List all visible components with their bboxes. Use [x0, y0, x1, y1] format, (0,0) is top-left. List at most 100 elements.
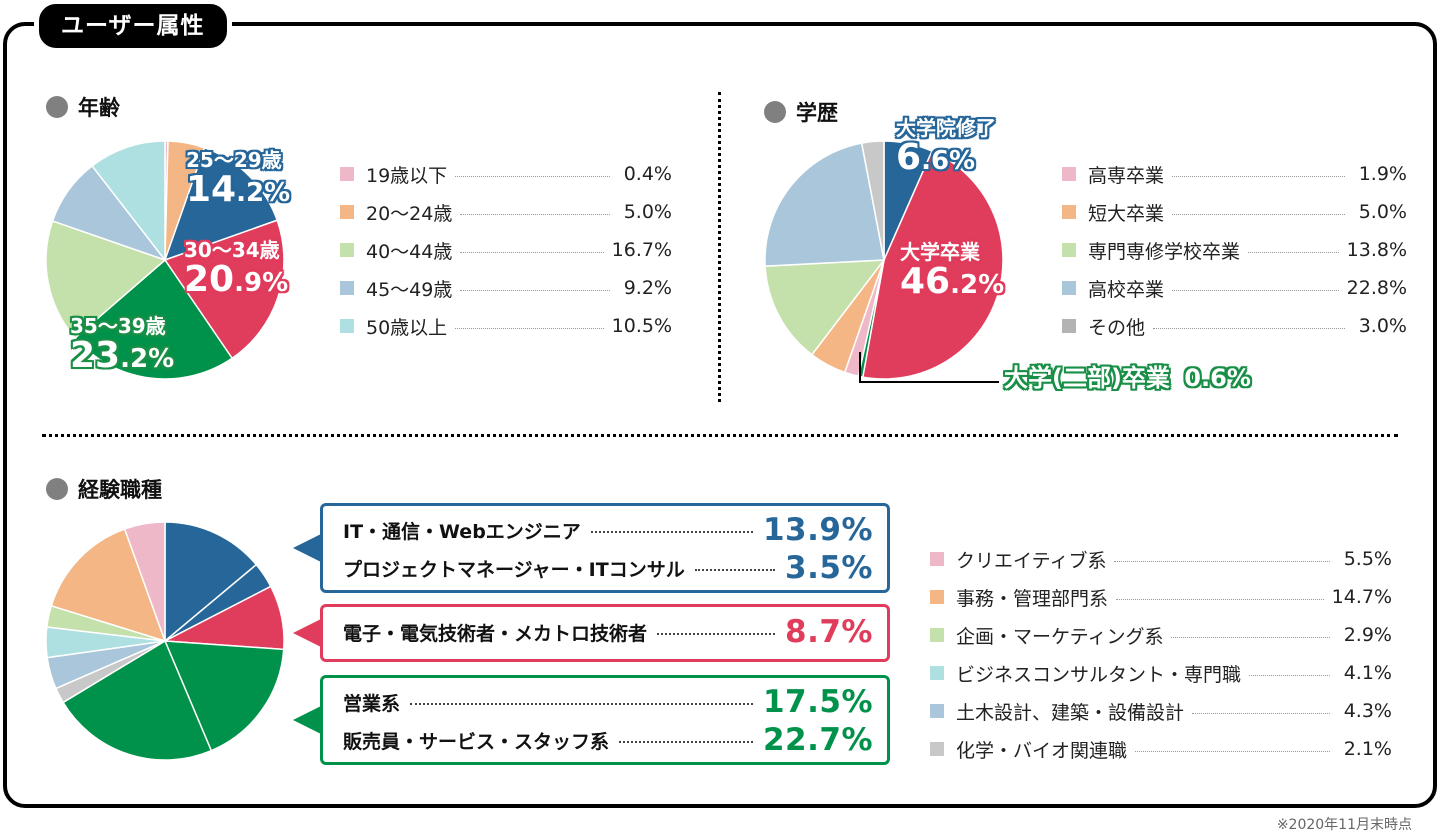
legend-value: 13.8%: [1346, 239, 1407, 261]
age-label-25-29: 25〜29歳 14.2%: [186, 150, 290, 209]
callout-arrow: [293, 534, 321, 562]
education-section-title: 学歴: [764, 97, 838, 127]
callout-row: プロジェクトマネージャー・ITコンサル 3.5%: [343, 549, 873, 587]
legend-leader-dots: [1249, 674, 1330, 676]
legend-label: 短大卒業: [1088, 202, 1165, 225]
callout-arrow: [293, 706, 321, 734]
legend-value: 9.2%: [623, 277, 672, 299]
callout-arrow: [293, 619, 321, 647]
legend-label: クリエイティブ系: [956, 549, 1107, 572]
legend-label: 高校卒業: [1088, 278, 1165, 301]
callout-label: 販売員・サービス・スタッフ系: [343, 730, 610, 753]
age-slice-4: [74, 258, 234, 380]
callout-value: 3.5%: [785, 550, 873, 586]
job-legend-item: クリエイティブ系 5.5%: [930, 540, 1392, 578]
edu-label-graduate-dec: .6%: [921, 146, 976, 176]
legend-label: 45〜49歳: [366, 278, 453, 301]
legend-leader-dots: [1116, 598, 1324, 600]
age-label-30-34-dec: .9%: [234, 268, 289, 298]
legend-value: 10.5%: [611, 315, 672, 337]
legend-label: 50歳以上: [366, 316, 448, 339]
education-pie-chart: [764, 140, 1004, 380]
callout-it: IT・通信・Webエンジニア 13.9% プロジェクトマネージャー・ITコンサル…: [293, 503, 890, 593]
age-label-25-29-dec: .2%: [236, 178, 291, 208]
job-slice-3: [163, 640, 285, 752]
callout-row: IT・通信・Webエンジニア 13.9%: [343, 511, 873, 549]
legend-value: 0.4%: [623, 163, 672, 185]
callout-label: IT・通信・Webエンジニア: [343, 520, 581, 543]
bullet-icon: [46, 478, 68, 500]
legend-leader-dots: [1172, 213, 1345, 215]
legend-leader-dots: [1153, 327, 1345, 329]
legend-leader-dots: [460, 289, 610, 291]
age-section-title: 年齢: [46, 92, 120, 122]
callout-value: 8.7%: [785, 614, 873, 650]
age-label-25-29-text: 25〜29歳: [186, 148, 282, 172]
edu-legend-item: 短大卒業 5.0%: [1062, 193, 1407, 231]
job-legend-item: 化学・バイオ関連職 2.1%: [930, 730, 1392, 768]
legend-label: 化学・バイオ関連職: [956, 739, 1128, 762]
legend-leader-dots: [1135, 750, 1330, 752]
edu-night-leader-line: [859, 352, 999, 383]
legend-value: 2.1%: [1343, 738, 1392, 760]
callout-label: 営業系: [343, 692, 401, 715]
edu-label-graduate: 大学院修了 6.6%: [896, 118, 996, 177]
legend-value: 5.0%: [623, 201, 672, 223]
legend-value: 5.5%: [1343, 548, 1392, 570]
age-label-30-34-text: 30〜34歳: [184, 238, 280, 262]
callout-label: プロジェクトマネージャー・ITコンサル: [343, 558, 685, 581]
legend-swatch: [930, 666, 944, 680]
callout-value: 17.5%: [762, 684, 873, 720]
age-label-35-39: 35〜39歳 23.2%: [70, 316, 174, 375]
edu-label-graduate-text: 大学院修了: [896, 116, 996, 140]
edu-slice-7: [860, 140, 885, 261]
legend-swatch: [1062, 281, 1076, 295]
job-legend: クリエイティブ系 5.5% 事務・管理部門系 14.7% 企画・マーケティング系 2.9%…: [930, 540, 1392, 768]
callout-value: 13.9%: [762, 512, 873, 548]
legend-leader-dots: [1192, 712, 1330, 714]
legend-swatch: [930, 552, 944, 566]
edu-legend-item: 専門専修学校卒業 13.8%: [1062, 231, 1407, 269]
callout-label: 電子・電気技術者・メカトロ技術者: [343, 622, 648, 645]
age-label-30-34: 30〜34歳 20.9%: [184, 240, 288, 299]
job-legend-item: 土木設計、建築・設備設計 4.3%: [930, 692, 1392, 730]
legend-leader-dots: [455, 175, 610, 177]
legend-value: 16.7%: [611, 239, 672, 261]
legend-swatch: [340, 281, 354, 295]
legend-value: 22.8%: [1346, 277, 1407, 299]
legend-swatch: [1062, 205, 1076, 219]
callout-row: 電子・電気技術者・メカトロ技術者 8.7%: [343, 613, 873, 651]
legend-swatch: [340, 243, 354, 257]
legend-swatch: [930, 704, 944, 718]
legend-leader-dots: [1114, 560, 1330, 562]
footnote: ※2020年11月末時点: [1276, 817, 1412, 833]
edu-label-university-dec: .2%: [950, 270, 1005, 300]
age-label-30-34-int: 20: [184, 259, 235, 300]
edu-label-night-text: 大学(二部)卒業: [1004, 364, 1170, 392]
callout-sales: 営業系 17.5% 販売員・サービス・スタッフ系 22.7%: [293, 675, 890, 765]
legend-label: その他: [1088, 316, 1146, 339]
age-slice-7: [91, 140, 166, 263]
job-title-text: 経験職種: [78, 478, 162, 502]
legend-leader-dots: [1248, 251, 1339, 253]
legend-swatch: [340, 205, 354, 219]
edu-label-university: 大学卒業 46.2%: [900, 242, 1004, 301]
job-slice-0: [164, 521, 258, 643]
legend-label: 高専卒業: [1088, 164, 1165, 187]
legend-value: 3.0%: [1358, 315, 1407, 337]
legend-swatch: [1062, 319, 1076, 333]
legend-swatch: [340, 319, 354, 333]
age-legend: 19歳以下 0.4% 20〜24歳 5.0% 40〜44歳 16.7% 45〜49歳 9.2%…: [340, 155, 672, 345]
legend-leader-dots: [460, 251, 604, 253]
vertical-divider: [718, 92, 721, 402]
legend-label: 企画・マーケティング系: [956, 625, 1164, 648]
legend-leader-dots: [1171, 636, 1330, 638]
horizontal-divider: [42, 434, 1398, 437]
legend-swatch: [1062, 167, 1076, 181]
age-label-25-29-int: 14: [186, 169, 237, 210]
age-title-text: 年齢: [78, 96, 120, 120]
legend-leader-dots: [1172, 175, 1345, 177]
age-legend-item: 20〜24歳 5.0%: [340, 193, 672, 231]
legend-label: 20〜24歳: [366, 202, 453, 225]
legend-label: 40〜44歳: [366, 240, 453, 263]
